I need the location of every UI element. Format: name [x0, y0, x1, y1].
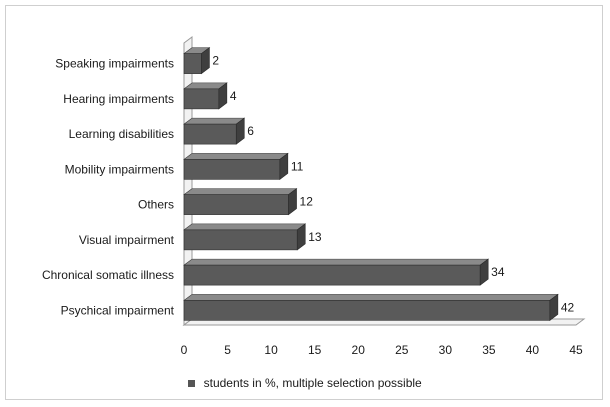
bar — [183, 53, 202, 74]
x-tick-label: 20 — [352, 343, 366, 357]
x-tick-label: 45 — [569, 343, 583, 357]
x-tick-label: 5 — [224, 343, 231, 357]
bar-end — [279, 152, 289, 180]
bar — [183, 194, 289, 215]
bar — [183, 159, 281, 180]
x-tick-label: 35 — [482, 343, 496, 357]
category-label: Chronical somatic illness — [42, 268, 174, 282]
legend-label: students in %, multiple selection possib… — [203, 376, 422, 390]
bar-end — [288, 188, 297, 216]
data-label: 42 — [561, 300, 575, 314]
legend: students in %, multiple selection possib… — [0, 376, 610, 390]
bar-top — [183, 188, 298, 195]
bar-top — [183, 223, 307, 231]
bar-end — [235, 117, 245, 145]
data-label: 6 — [247, 124, 254, 138]
bar-end — [296, 223, 306, 251]
legend-swatch — [188, 380, 196, 387]
bar-top — [183, 258, 490, 266]
bar — [183, 88, 220, 110]
category-label: Visual impairment — [79, 233, 175, 247]
bar-end — [218, 82, 228, 110]
bar-end — [479, 258, 489, 286]
bar — [183, 300, 551, 321]
data-label: 2 — [212, 54, 219, 68]
bar — [183, 229, 298, 251]
bar — [183, 123, 237, 145]
data-label: 12 — [300, 195, 314, 209]
category-label: Learning disabilities — [69, 127, 174, 141]
x-tick-label: 0 — [181, 343, 188, 357]
x-tick-label: 30 — [439, 343, 453, 357]
data-label: 13 — [308, 230, 322, 244]
category-label: Speaking impairments — [55, 57, 174, 71]
data-label: 4 — [230, 89, 237, 103]
bar — [183, 264, 481, 286]
data-label: 34 — [491, 265, 505, 279]
category-label: Psychical impairment — [61, 303, 175, 317]
category-label: Mobility impairments — [65, 162, 174, 176]
bar-top — [183, 153, 289, 160]
x-tick-label: 15 — [308, 343, 322, 357]
bar-end — [201, 47, 210, 75]
category-label: Others — [138, 198, 174, 212]
x-tick-label: 40 — [526, 343, 540, 357]
bar-top — [183, 294, 559, 301]
x-tick-label: 10 — [264, 343, 278, 357]
chart-frame — [5, 5, 603, 400]
bar-top — [183, 117, 246, 125]
category-label: Hearing impairments — [63, 92, 174, 106]
data-label: 11 — [291, 159, 304, 173]
bar-end — [549, 293, 559, 321]
x-tick-label: 25 — [395, 343, 409, 357]
